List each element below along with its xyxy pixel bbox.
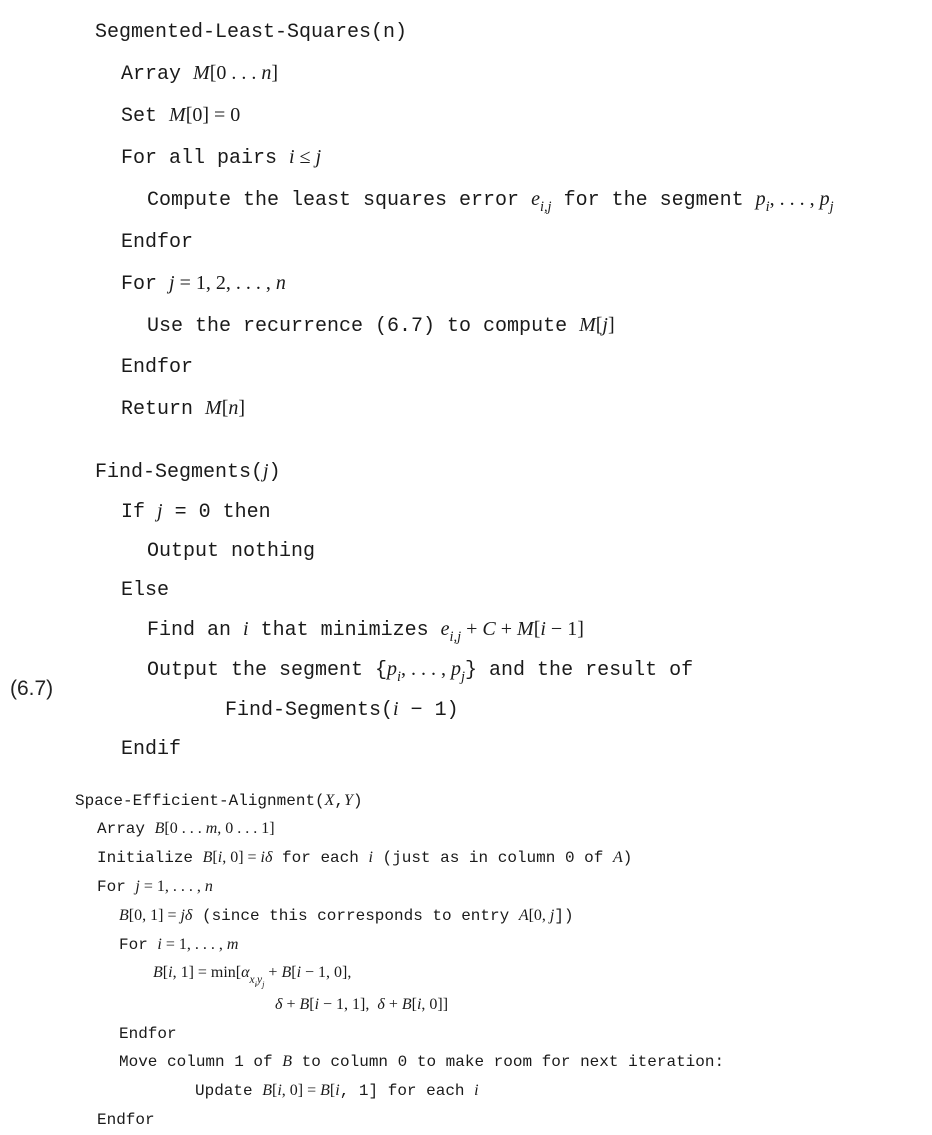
algo2-line-endif: Endif [95, 730, 932, 769]
algo3-title: Space-Efficient-Alignment(X,Y) [75, 787, 932, 816]
algo1-line-forj: For j = 1, 2, . . . , n [95, 263, 932, 305]
algo1-line-return: Return M[n] [95, 388, 932, 430]
algo1-line-array: Array M[0 . . . n] [95, 53, 932, 95]
algo1-title: Segmented-Least-Squares(n) [95, 12, 932, 53]
algo2-line-output-nothing: Output nothing [95, 532, 932, 571]
algo2-line-find: Find an i that minimizes ei,j + C + M[i … [95, 610, 932, 650]
algorithm-find-segments: Find-Segments(j) If j = 0 then Output no… [95, 452, 932, 769]
algo3-line-forj: For j = 1, . . . , n [75, 873, 932, 902]
algo3-line-init: Initialize B[i, 0] = iδ for each i (just… [75, 844, 932, 873]
algo3-line-min: B[i, 1] = min[αxiyj + B[i − 1, 0], [75, 959, 932, 990]
algo2-line-else: Else [95, 571, 932, 610]
algo3-line-array: Array B[0 . . . m, 0 . . . 1] [75, 815, 932, 844]
algo3-line-fori: For i = 1, . . . , m [75, 931, 932, 960]
algorithm-space-efficient-alignment: Space-Efficient-Alignment(X,Y) Array B[0… [75, 787, 932, 1135]
algo1-line-recurrence: Use the recurrence (6.7) to compute M[j] [95, 305, 932, 347]
algo2-title: Find-Segments(j) [95, 452, 932, 492]
algo2-line-if: If j = 0 then [95, 492, 932, 532]
algo1-line-forall: For all pairs i ≤ j [95, 137, 932, 179]
algo1-line-set: Set M[0] = 0 [95, 95, 932, 137]
algo3-line-min-cont: δ + B[i − 1, 1], δ + B[i, 0]] [75, 991, 932, 1020]
algorithm-segmented-least-squares: Segmented-Least-Squares(n) Array M[0 . .… [95, 12, 932, 430]
algo2-line-output-segment: Output the segment {pi, . . . , pj} and … [95, 650, 932, 690]
algo1-line-compute: Compute the least squares error ei,j for… [95, 179, 932, 222]
page: (6.7) Segmented-Least-Squares(n) Array M… [0, 0, 932, 1135]
algo1-line-endfor1: Endfor [95, 222, 932, 263]
algo1-line-endfor2: Endfor [95, 347, 932, 388]
algo3-line-endfor-outer: Endfor [75, 1106, 932, 1135]
equation-ref-label: (6.7) [10, 677, 53, 701]
algo3-line-move: Move column 1 of B to column 0 to make r… [75, 1048, 932, 1077]
algo2-line-recursive-call: Find-Segments(i − 1) [95, 690, 932, 730]
algo3-line-update: Update B[i, 0] = B[i, 1] for each i [75, 1077, 932, 1106]
algo3-line-b01: B[0, 1] = jδ (since this corresponds to … [75, 902, 932, 931]
